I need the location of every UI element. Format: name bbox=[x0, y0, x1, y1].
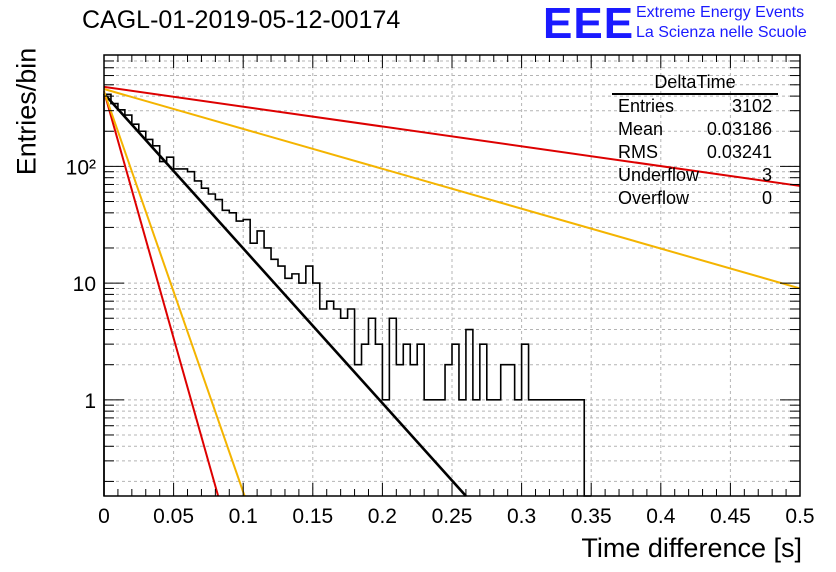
series-line bbox=[103, 88, 801, 290]
stat-row-mean: Mean 0.03186 bbox=[612, 118, 778, 141]
logo-line-1: Extreme Energy Events bbox=[636, 4, 805, 21]
y-tick-label: 10² bbox=[66, 156, 96, 179]
stat-value: 0 bbox=[761, 188, 772, 208]
x-tick-label: 0.25 bbox=[432, 505, 473, 528]
stat-row-overflow: Overflow 0 bbox=[612, 187, 778, 210]
histogram-outline bbox=[103, 93, 592, 497]
series-line bbox=[103, 91, 220, 497]
stat-label: Mean bbox=[618, 119, 664, 139]
x-tick-label: 0.05 bbox=[153, 505, 194, 528]
stat-value: 0.03186 bbox=[706, 119, 772, 139]
x-tick-label: 0.15 bbox=[292, 505, 333, 528]
chart-title: CAGL-01-2019-05-12-00174 bbox=[82, 6, 401, 34]
stat-row-entries: Entries 3102 bbox=[612, 95, 778, 118]
eee-logo: EEE bbox=[543, 0, 635, 48]
y-axis-label: Entries/bin bbox=[11, 47, 42, 176]
stats-title: DeltaTime bbox=[612, 71, 778, 95]
x-tick-label: 0 bbox=[98, 505, 110, 528]
x-tick-label: 0.3 bbox=[507, 505, 536, 528]
stat-label: Entries bbox=[618, 96, 675, 116]
stat-value: 3102 bbox=[731, 96, 772, 116]
logo-line-2: La Scienza nelle Scuole bbox=[636, 24, 807, 41]
series-line bbox=[103, 92, 467, 497]
x-tick-label: 0.1 bbox=[229, 505, 258, 528]
stat-row-underflow: Underflow 3 bbox=[612, 164, 778, 187]
x-tick-label: 0.5 bbox=[785, 505, 814, 528]
series-line bbox=[103, 90, 246, 497]
stats-box: DeltaTime Entries 3102 Mean 0.03186 RMS … bbox=[612, 71, 778, 210]
stat-value: 0.03241 bbox=[706, 142, 772, 162]
x-tick-label: 0.4 bbox=[646, 505, 676, 528]
stat-label: Underflow bbox=[618, 165, 700, 185]
y-tick-label: 1 bbox=[84, 390, 96, 413]
x-axis-label: Time difference [s] bbox=[581, 533, 802, 563]
series-line bbox=[103, 85, 801, 187]
stat-value: 3 bbox=[761, 165, 772, 185]
stat-label: Overflow bbox=[618, 188, 690, 208]
x-tick-label: 0.45 bbox=[710, 505, 751, 528]
x-tick-label: 0.35 bbox=[571, 505, 612, 528]
x-tick-label: 0.2 bbox=[368, 505, 397, 528]
stat-label: RMS bbox=[618, 142, 658, 162]
y-tick-label: 10 bbox=[73, 273, 96, 296]
stat-row-rms: RMS 0.03241 bbox=[612, 141, 778, 164]
